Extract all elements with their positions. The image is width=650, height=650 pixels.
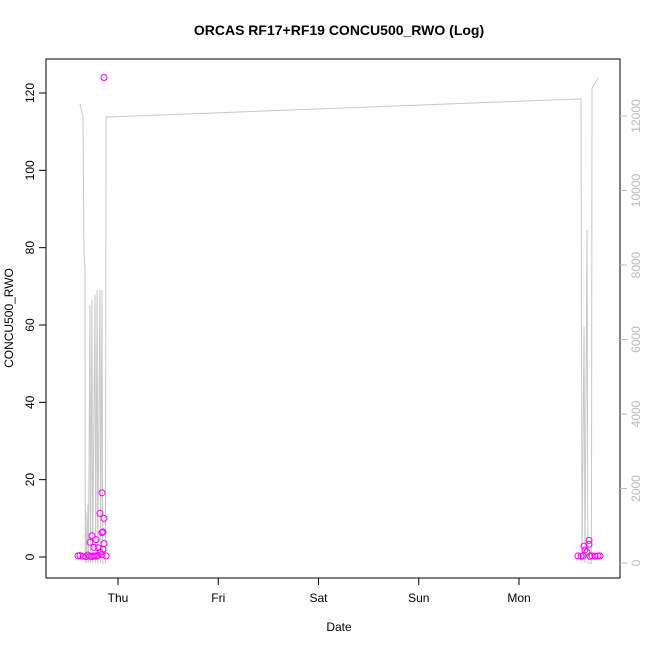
data-point (99, 528, 107, 536)
y-tick-label: 80 (23, 241, 37, 255)
data-point (79, 552, 87, 560)
x-tick-label: Sun (408, 591, 429, 605)
x-axis-label: Date (326, 620, 352, 634)
data-point (596, 552, 604, 560)
data-point (92, 536, 100, 544)
data-point (94, 544, 102, 552)
y-tick-label: 100 (23, 160, 37, 180)
y2-tick-label: 2000 (629, 475, 643, 502)
data-point (98, 529, 106, 537)
data-point (90, 543, 98, 551)
data-point (591, 552, 599, 560)
x-tick-label: Thu (108, 591, 129, 605)
data-point (96, 509, 104, 517)
data-point (594, 552, 602, 560)
data-point (102, 552, 110, 560)
x-tick-label: Sat (309, 591, 328, 605)
data-point (100, 74, 108, 82)
y-tick-label: 0 (23, 553, 37, 560)
x-tick-label: Mon (507, 591, 530, 605)
data-point (581, 546, 589, 554)
y-axis-label: CONCU500_RWO (2, 268, 16, 368)
data-point (100, 539, 108, 547)
y2-tick-label: 4000 (629, 400, 643, 427)
y2-tick-label: 6000 (629, 326, 643, 353)
x-tick-label: Fri (211, 591, 225, 605)
y-tick-label: 60 (23, 318, 37, 332)
y2-tick-label: 8000 (629, 251, 643, 278)
data-point (88, 532, 96, 540)
y2-tick-label: 12000 (629, 99, 643, 133)
data-point (574, 552, 582, 560)
data-point (98, 489, 106, 497)
y-tick-label: 20 (23, 473, 37, 487)
y2-tick-label: 10000 (629, 173, 643, 207)
data-point (100, 514, 108, 522)
data-point (585, 540, 593, 548)
chart-title: ORCAS RF17+RF19 CONCU500_RWO (Log) (194, 22, 484, 38)
plot-frame (45, 58, 621, 579)
data-point (86, 538, 94, 546)
y-tick-label: 40 (23, 395, 37, 409)
data-point (585, 536, 593, 544)
secondary-series-line (79, 77, 599, 564)
y2-tick-label: 0 (629, 559, 643, 566)
y-tick-label: 120 (23, 83, 37, 103)
